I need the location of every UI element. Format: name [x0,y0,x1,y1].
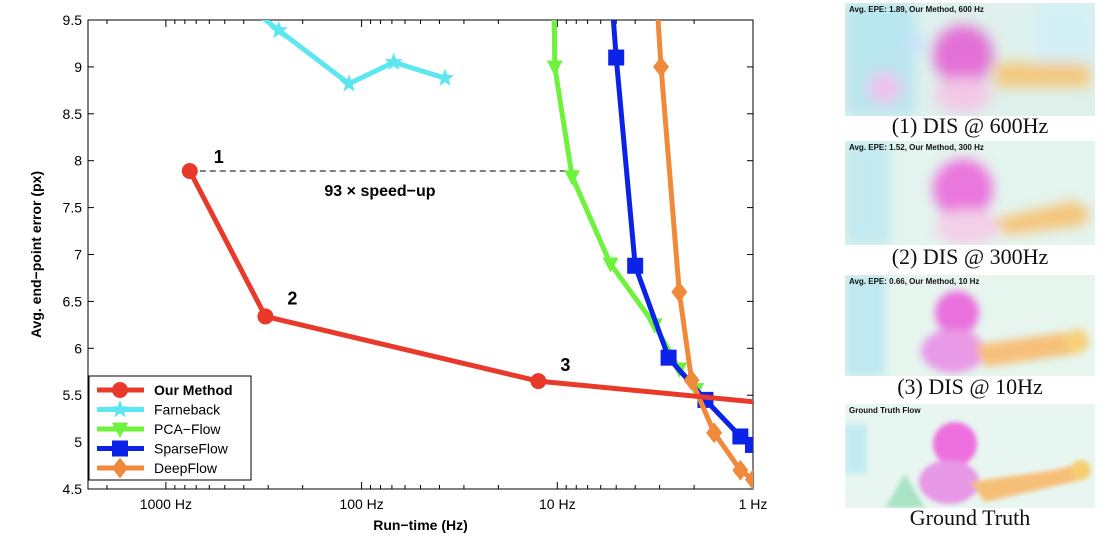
flow-image-label-1: Avg. EPE: 1.89, Our Method, 600 Hz [849,5,984,14]
series-point-pca-flow [602,257,619,273]
series-line-farneback [261,20,446,87]
series-point-deepflow [732,459,749,481]
point-label: 2 [287,288,297,308]
x-axis-label: Run−time (Hz) [373,517,468,533]
x-tick-label: 10 Hz [539,496,576,512]
x-tick-label: 1 Hz [739,496,768,512]
y-tick-label: 5 [74,434,82,450]
series-point-farneback [233,0,251,9]
legend-swatch-marker [112,382,128,398]
flow-image-4: Ground Truth Flow [845,404,1095,517]
x-tick-label: 1000 Hz [140,496,192,512]
series-point-pca-flow [546,0,562,1]
y-tick-label: 7 [74,247,82,263]
y-tick-label: 9 [74,59,82,75]
flow-caption-4: Ground Truth [909,505,1031,530]
series-point-deepflow [648,0,664,2]
y-tick-label: 8.5 [63,106,83,122]
y-tick-label: 8 [74,153,82,169]
flow-panel-column: Avg. EPE: 1.89, Our Method, 600 Hz (1) D… [845,0,1095,552]
series-point-pca-flow [546,60,563,76]
y-tick-label: 5.5 [63,387,83,403]
legend-entry: Farneback [154,402,221,418]
series-point-sparseflow [745,436,753,453]
point-label: 3 [560,355,570,375]
series-point-our-method [257,308,274,325]
series-point-farneback [269,20,288,39]
legend-entry: Our Method [154,382,233,398]
series-line-deepflow [655,20,753,482]
series-point-deepflow [653,56,670,78]
flow-image-2: Avg. EPE: 1.52, Our Method, 300 Hz [845,141,1095,254]
legend-swatch-marker [112,422,128,438]
series-point-deepflow [671,281,688,303]
flow-caption-2: (2) DIS @ 300Hz [891,244,1049,269]
series-point-deepflow [683,369,700,391]
legend-swatch-marker [112,457,128,479]
x-tick-label: 100 Hz [339,496,383,512]
point-label: 1 [214,147,224,167]
series-point-pca-flow [564,170,581,186]
series-point-our-method [530,373,547,390]
speedup-annotation: 93 × speed−up [324,183,435,200]
series-line-sparseflow [610,20,753,447]
series-line-our-method [187,169,753,405]
y-tick-label: 6.5 [63,293,83,309]
legend-entry: SparseFlow [154,441,229,457]
y-tick-label: 9.5 [63,12,83,28]
legend-entry: DeepFlow [154,460,218,476]
series-point-deepflow [745,469,753,489]
flow-image-3: Avg. EPE: 0.66, Our Method, 10 Hz [845,275,1095,388]
runtime-vs-error-chart: 4.5 5 5.5 6 6.5 7 7.5 8 8.5 9 9.5 1000 Hz 100 Hz 10 H… [28,0,768,533]
flow-image-1: Avg. EPE: 1.89, Our Method, 600 Hz [845,3,1095,116]
series-point-farneback [384,52,403,70]
series-line-pca-flow [551,20,699,392]
series-point-sparseflow [608,49,625,66]
flow-image-label-3: Avg. EPE: 0.66, Our Method, 10 Hz [849,277,979,286]
series-point-sparseflow [660,349,677,366]
legend-entry: PCA−Flow [154,421,221,437]
flow-image-label-2: Avg. EPE: 1.52, Our Method, 300 Hz [849,143,984,152]
legend-swatch-marker [112,440,128,457]
y-tick-label: 4.5 [63,481,83,497]
series-point-farneback [339,74,359,92]
flow-caption-3: (3) DIS @ 10Hz [897,374,1043,399]
series-point-sparseflow [732,428,749,445]
series-point-deepflow [706,422,723,444]
y-tick-label: 7.5 [63,200,83,216]
y-tick-label: 6 [74,340,82,356]
series-group [181,0,753,489]
y-axis-label: Avg. end−point error (px) [28,171,44,338]
series-point-farneback [435,68,455,86]
legend-swatch-marker [110,399,130,418]
series-point-our-method [181,163,198,180]
series-point-sparseflow [627,257,644,274]
flow-caption-1: (1) DIS @ 600Hz [891,113,1049,138]
flow-image-label-4: Ground Truth Flow [849,406,921,415]
